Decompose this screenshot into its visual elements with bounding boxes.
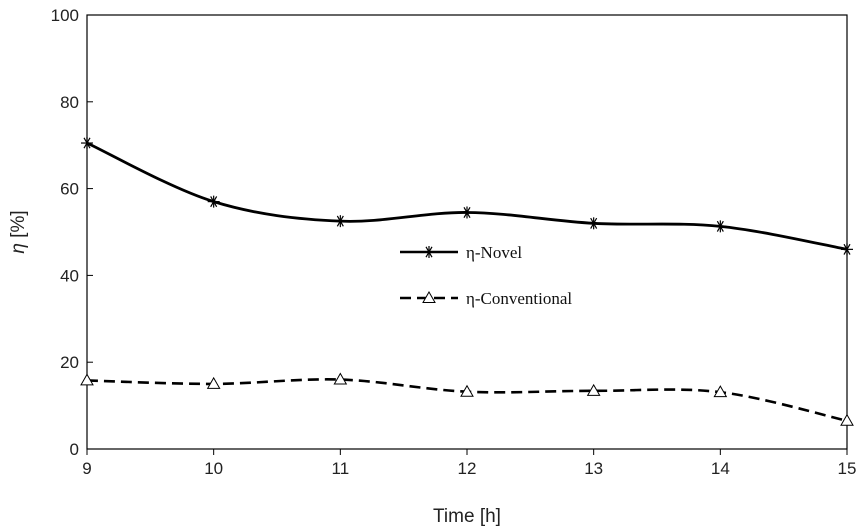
series-conventional [80,372,854,426]
legend-marker [423,246,435,258]
x-tick-label: 13 [584,459,603,478]
x-tick-label: 15 [838,459,857,478]
data-point [840,413,854,426]
plot-area [86,14,848,450]
x-tick-label: 11 [332,459,350,478]
data-point [460,384,474,397]
y-axis-label-symbol: η [8,243,29,254]
legend-label: η-Novel [466,243,522,262]
y-tick-label: 60 [60,180,79,199]
data-point [841,243,853,256]
legend-label: η-Conventional [466,289,572,308]
x-axis-label: Time [h] [433,506,501,527]
data-point [334,215,347,228]
x-axis: 9 10 11 12 13 14 15 [82,449,856,478]
y-axis-label: η [%] [8,210,29,253]
data-point [80,373,94,386]
legend-item: η-Conventional [400,289,572,308]
legend: η-Novel η-Conventional [400,243,572,308]
y-tick-label: 20 [60,353,79,372]
series-line [86,141,848,251]
data-point [713,385,728,398]
data-point [586,383,601,396]
data-point [587,217,600,230]
y-tick-label: 40 [60,266,79,285]
x-tick-label: 12 [458,459,477,478]
legend-marker [422,290,436,303]
data-point [333,372,348,385]
data-point [461,206,473,219]
x-tick-label: 9 [82,459,91,478]
y-axis: 0 20 40 60 80 100 [51,6,93,459]
x-tick-label: 14 [711,459,730,478]
y-tick-label: 80 [60,93,79,112]
legend-item: η-Novel [400,243,522,262]
series-novel [81,137,853,256]
y-tick-label: 0 [70,440,79,459]
y-axis-label-unit: [%] [8,210,29,237]
x-tick-label: 10 [204,459,223,478]
data-point [714,220,727,233]
series-layer [80,137,854,426]
y-tick-label: 100 [51,6,79,25]
data-point [81,137,93,150]
data-point [206,376,221,389]
data-point [207,195,220,208]
